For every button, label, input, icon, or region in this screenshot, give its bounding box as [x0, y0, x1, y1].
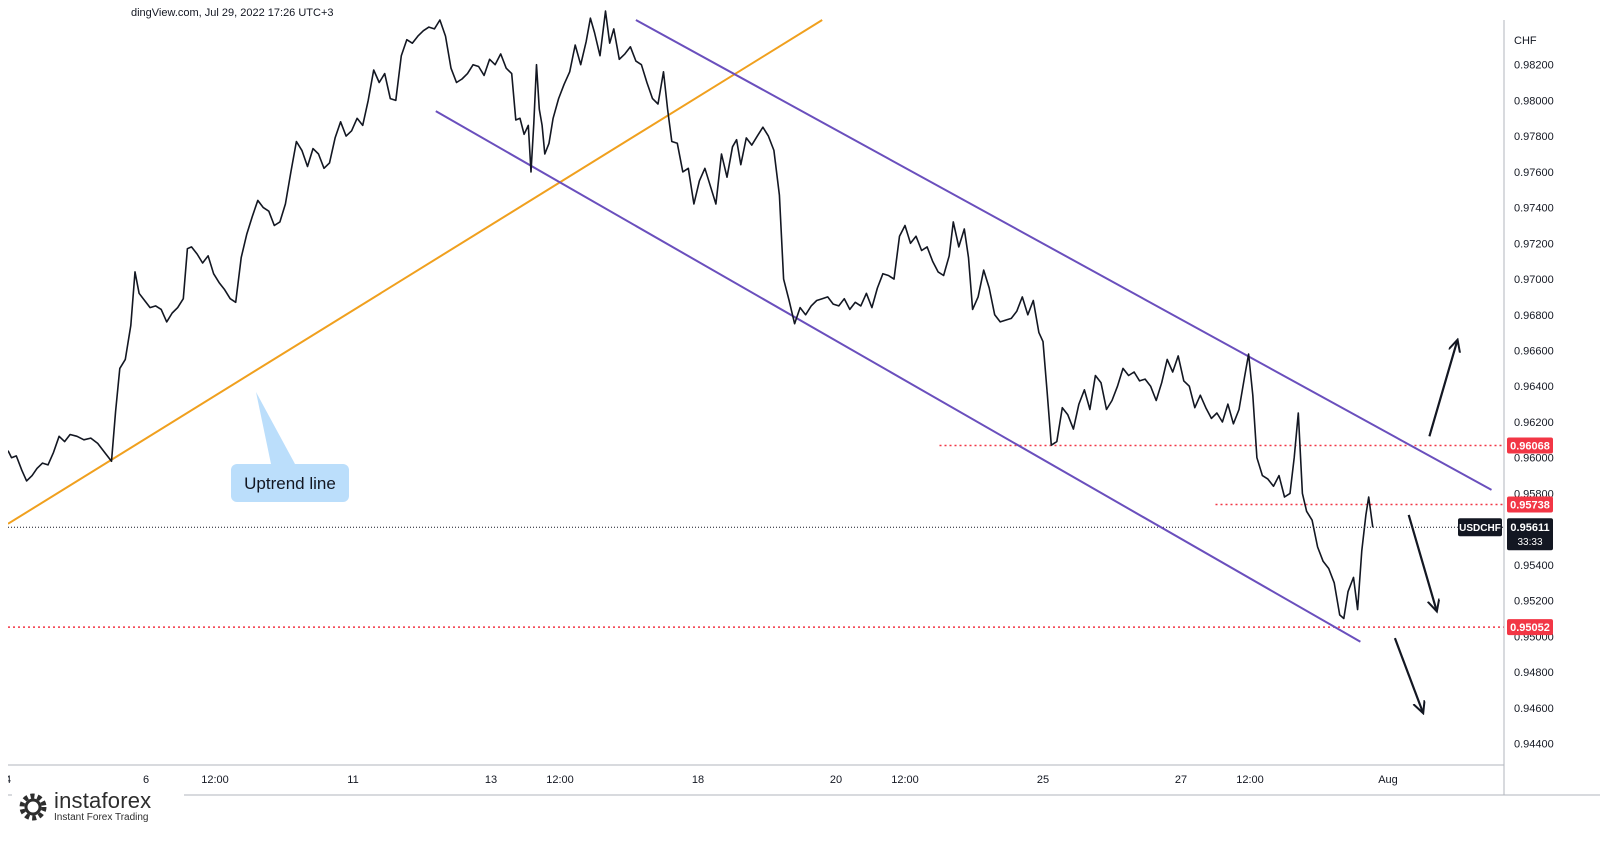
price-level-badge: [1507, 437, 1553, 454]
arrow-up: [1428, 342, 1457, 437]
y-tick-label: 0.96200: [1514, 417, 1554, 429]
instaforex-logo: instaforex Instant Forex Trading: [12, 786, 184, 828]
symbol-badge: [1458, 518, 1502, 537]
y-tick-label: 0.97800: [1514, 131, 1554, 143]
x-tick-label: 12:00: [201, 774, 229, 786]
y-tick-label: 0.97600: [1514, 167, 1554, 179]
y-tick-label: 0.96600: [1514, 346, 1554, 358]
price-series-line: [8, 10, 1374, 620]
y-tick-label: 0.96000: [1514, 453, 1554, 465]
y-tick-label: 0.98000: [1514, 95, 1554, 107]
y-tick-label: 0.94400: [1514, 739, 1554, 751]
x-tick-label: 12:00: [1236, 774, 1264, 786]
y-tick-label: 0.94600: [1514, 703, 1554, 715]
x-tick-label: 25: [1037, 774, 1049, 786]
trendline-channel-upper: [635, 19, 1492, 491]
currency-label: CHF: [1514, 35, 1537, 47]
price-level-badge: [1507, 619, 1553, 636]
x-tick-label: 6: [143, 774, 149, 786]
x-tick-label: 11: [347, 774, 358, 786]
x-tick-label: 13: [485, 774, 497, 786]
uptrend-callout-text: Uptrend line: [244, 474, 336, 493]
y-tick-label: 0.97000: [1514, 274, 1554, 286]
price-level-badge-text: 0.95738: [1510, 500, 1550, 512]
last-price-badge: [1507, 518, 1553, 551]
price-level-badge-text: 0.96068: [1510, 441, 1550, 453]
y-tick-label: 0.95400: [1514, 560, 1554, 572]
y-tick-label: 0.94800: [1514, 667, 1554, 679]
x-tick-label: 20: [830, 774, 842, 786]
y-tick-label: 0.95200: [1514, 596, 1554, 608]
chart-frame: dingView.com, Jul 29, 2022 17:26 UTC+3 U…: [8, 0, 1600, 845]
countdown-text: 33:33: [1517, 537, 1542, 548]
arrow-down: [1407, 514, 1437, 610]
logo-text: instaforex Instant Forex Trading: [54, 790, 151, 824]
trendline-uptrend: [8, 19, 823, 525]
x-tick-label: 12:00: [891, 774, 919, 786]
price-chart[interactable]: Uptrend line 4 6 12:00 11 13 12:00 18 20 12:00 25…: [8, 0, 1600, 845]
source-note: dingView.com, Jul 29, 2022 17:26 UTC+3: [131, 7, 334, 19]
x-tick-label: 12:00: [546, 774, 574, 786]
last-price-text: 0.95611: [1510, 522, 1549, 534]
symbol-badge-text: USDCHF: [1459, 523, 1501, 534]
callout-pointer: [256, 392, 295, 464]
callout-box: [231, 464, 349, 502]
y-tick-label: 0.98200: [1514, 60, 1554, 72]
gear-logo-icon: [19, 793, 47, 821]
x-tick-label: 18: [692, 774, 704, 786]
y-tick-label: 0.96800: [1514, 310, 1554, 322]
x-tick-label: Aug: [1378, 774, 1398, 786]
x-tick-label: 4: [8, 774, 11, 786]
x-tick-label: 27: [1175, 774, 1187, 786]
y-tick-label: 0.97400: [1514, 203, 1554, 215]
y-tick-label: 0.96400: [1514, 381, 1554, 393]
arrow-down: [1393, 637, 1423, 711]
y-tick-label: 0.97200: [1514, 238, 1554, 250]
logo-tagline: Instant Forex Trading: [54, 812, 149, 823]
logo-name: instaforex: [54, 788, 152, 813]
price-level-badge: [1507, 496, 1553, 513]
price-level-badge-text: 0.95052: [1510, 622, 1550, 634]
trendline-channel-lower: [435, 110, 1361, 643]
